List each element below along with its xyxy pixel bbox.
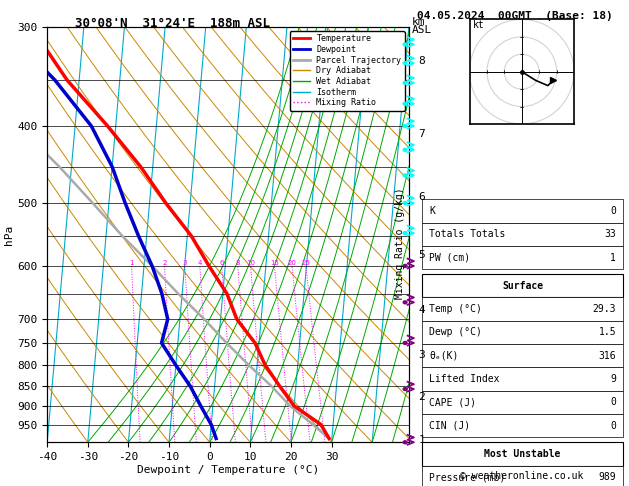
Text: 4: 4 [198,260,202,266]
Text: 1.5: 1.5 [598,328,616,337]
Text: 0: 0 [610,421,616,431]
Y-axis label: hPa: hPa [4,225,14,244]
Bar [423,414,623,437]
Text: CAPE (J): CAPE (J) [429,398,476,407]
Text: 6: 6 [220,260,224,266]
Text: 316: 316 [598,351,616,361]
Text: Dewp (°C): Dewp (°C) [429,328,482,337]
Text: θₑ(K): θₑ(K) [429,351,459,361]
Bar [423,442,623,466]
Bar [423,367,623,391]
Text: 30°08'N  31°24'E  188m ASL: 30°08'N 31°24'E 188m ASL [75,17,270,30]
Text: 25: 25 [301,260,310,266]
Text: 04.05.2024  00GMT  (Base: 18): 04.05.2024 00GMT (Base: 18) [417,11,613,21]
Text: 9: 9 [610,374,616,384]
Bar [423,199,623,223]
Text: 989: 989 [598,472,616,482]
Bar [423,344,623,367]
Text: Pressure (mb): Pressure (mb) [429,472,505,482]
Text: Lifted Index: Lifted Index [429,374,499,384]
Text: © weatheronline.co.uk: © weatheronline.co.uk [460,471,583,481]
Text: 29.3: 29.3 [593,304,616,314]
Text: Most Unstable: Most Unstable [484,449,560,459]
Bar [423,223,623,246]
Text: 1: 1 [130,260,134,266]
Text: 0: 0 [610,206,616,216]
Text: CIN (J): CIN (J) [429,421,470,431]
X-axis label: Dewpoint / Temperature (°C): Dewpoint / Temperature (°C) [137,465,319,475]
Text: Surface: Surface [502,281,543,291]
Text: 15: 15 [270,260,279,266]
Text: 33: 33 [604,229,616,239]
Bar [423,391,623,414]
Bar [423,466,623,486]
Legend: Temperature, Dewpoint, Parcel Trajectory, Dry Adiabat, Wet Adiabat, Isotherm, Mi: Temperature, Dewpoint, Parcel Trajectory… [290,31,404,110]
Text: 8: 8 [235,260,240,266]
Text: 0: 0 [610,398,616,407]
Text: K: K [429,206,435,216]
Bar [423,274,623,297]
Text: 2: 2 [162,260,167,266]
Text: 1: 1 [610,253,616,262]
Text: 3: 3 [182,260,187,266]
Bar [423,246,623,269]
Text: 10: 10 [246,260,255,266]
Text: PW (cm): PW (cm) [429,253,470,262]
Text: km: km [411,17,425,27]
Bar [423,297,623,321]
Text: Temp (°C): Temp (°C) [429,304,482,314]
Bar [423,321,623,344]
Text: 20: 20 [287,260,296,266]
Text: ASL: ASL [411,25,431,35]
Text: kt: kt [473,20,485,30]
Text: Mixing Ratio (g/kg): Mixing Ratio (g/kg) [395,187,405,299]
Text: Totals Totals: Totals Totals [429,229,505,239]
